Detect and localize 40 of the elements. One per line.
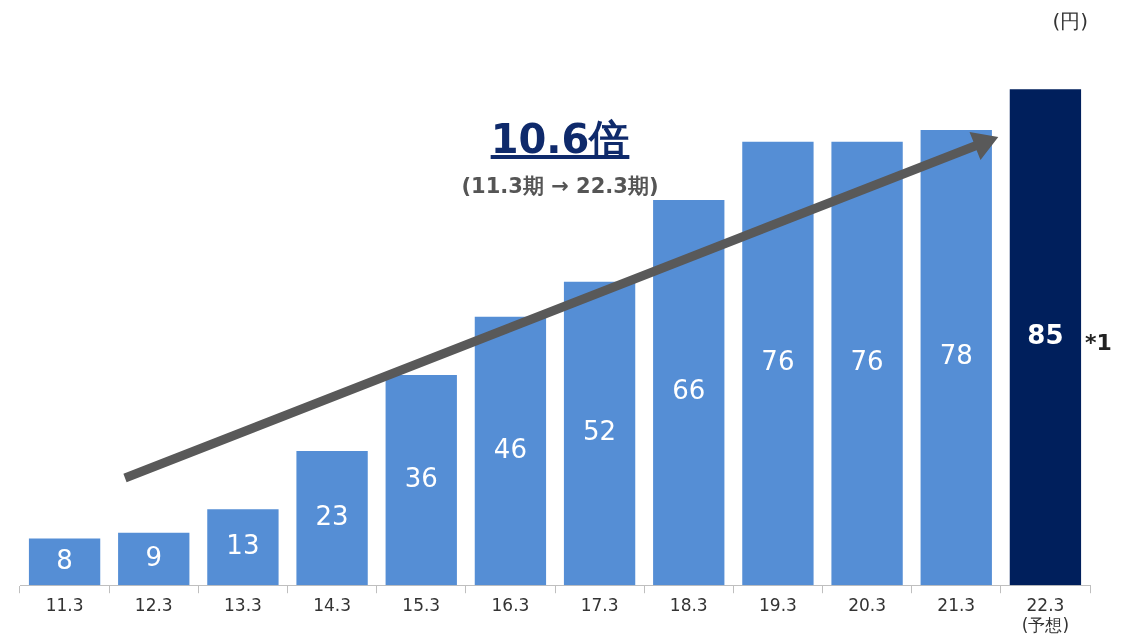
bar: [28, 538, 101, 586]
x-tick-label: 18.3: [669, 594, 708, 615]
x-tick-label: 13.3: [223, 594, 262, 615]
data-label: 52: [583, 416, 617, 447]
x-tick-label: 14.3: [313, 594, 352, 615]
data-label: 78: [939, 340, 973, 371]
bar: [118, 532, 190, 586]
x-tick-label: 15.3: [402, 594, 441, 615]
data-label: 23: [315, 500, 349, 531]
annotation: (11.3期 → 22.3期): [461, 173, 659, 200]
x-tick-label: 17.3: [580, 594, 619, 615]
bar: [831, 141, 903, 586]
x-tick-label: 22.3 (予想): [1021, 594, 1070, 636]
y-axis-title: (円): [1052, 8, 1088, 35]
x-tick-label: 16.3: [491, 594, 530, 615]
bar: [1009, 89, 1082, 586]
x-tick-label: 19.3: [758, 594, 797, 615]
x-tick-label: 20.3: [848, 594, 887, 615]
data-label: 85: [1027, 319, 1064, 350]
bar: [385, 375, 457, 586]
data-label: 46: [493, 433, 527, 464]
bar: [653, 200, 725, 586]
bar: [563, 281, 636, 586]
data-label: 76: [850, 346, 884, 377]
bar: [207, 509, 279, 586]
x-tick-label: 11.3: [45, 594, 84, 615]
x-tick-label: 12.3: [134, 594, 173, 615]
x-tick-label: 21.3: [937, 594, 976, 615]
annotation: 10.6倍: [490, 115, 630, 164]
data-label: 76: [761, 346, 795, 377]
bar: [296, 450, 368, 586]
data-label: 13: [226, 530, 260, 561]
data-label: 9: [145, 541, 163, 572]
data-label: 66: [672, 375, 706, 406]
data-label: 8: [56, 544, 73, 575]
bar: [474, 316, 547, 586]
annotation: *1: [1085, 330, 1112, 355]
bar: [742, 141, 814, 586]
data-label: 36: [404, 462, 438, 493]
bar: [920, 130, 992, 586]
